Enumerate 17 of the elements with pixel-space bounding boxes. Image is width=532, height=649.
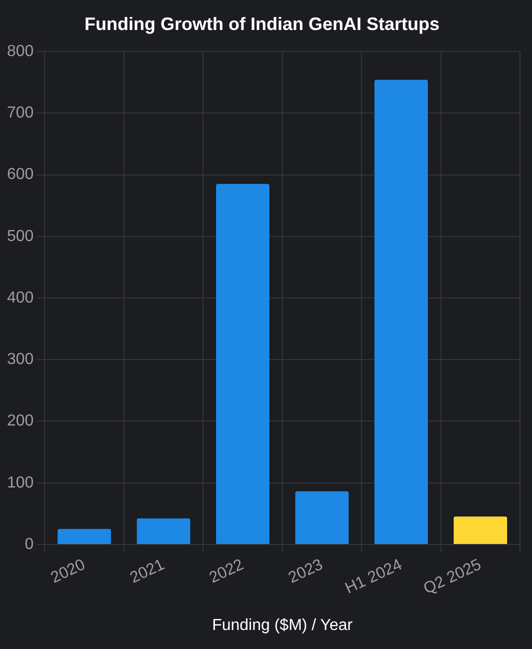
x-tick-label: H1 2024	[342, 556, 405, 598]
y-tick-label: 400	[6, 289, 34, 306]
x-tick-label: 2022	[206, 556, 246, 587]
y-tick-label: 500	[6, 228, 34, 245]
chart-title: Funding Growth of Indian GenAI Startups	[84, 14, 440, 34]
x-tick-label: 2020	[48, 556, 88, 587]
y-tick-label: 600	[6, 166, 34, 184]
y-tick-label: 100	[6, 474, 34, 492]
y-tick-label: 0	[24, 536, 34, 553]
x-tick-label: Q2 2025	[421, 556, 484, 598]
y-tick-label: 700	[6, 104, 34, 122]
x-tick-label: 2023	[286, 556, 326, 587]
y-tick-label: 200	[6, 412, 34, 430]
y-tick-label: 300	[6, 351, 34, 368]
y-tick-label: 800	[6, 43, 34, 60]
x-axis-title: Funding ($M) / Year	[212, 616, 354, 634]
x-tick-label: 2021	[128, 556, 168, 587]
